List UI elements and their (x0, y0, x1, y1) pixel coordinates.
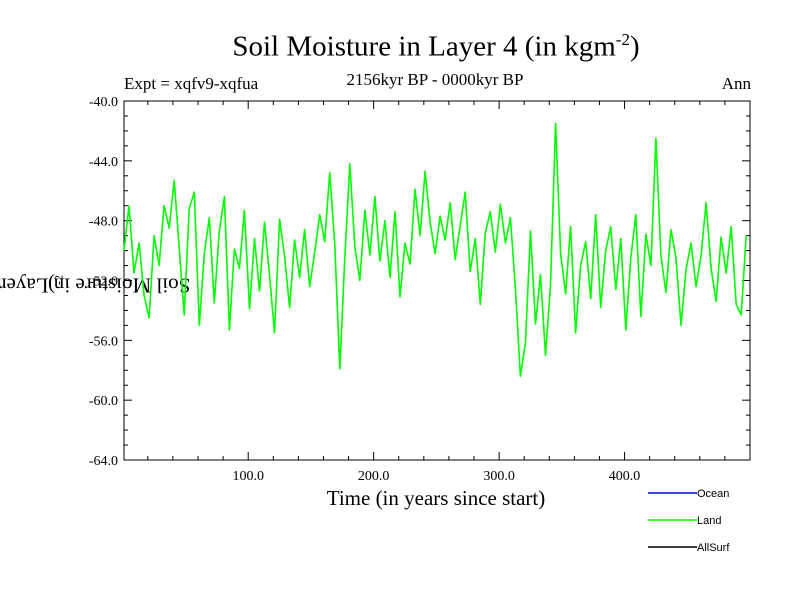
y-tick-label: -44.0 (89, 155, 118, 170)
x-axis-label: Time (in years since start) (326, 486, 546, 510)
chart-title-main: Soil Moisture in Layer 4 (in kgm (232, 30, 616, 63)
legend-label-land: Land (697, 515, 721, 527)
experiment-label: Expt = xqfv9-xqfua (124, 74, 259, 93)
y-tick-label: -60.0 (89, 394, 118, 409)
y-tick-label: -56.0 (89, 334, 118, 349)
x-tick-label: 300.0 (483, 469, 515, 484)
legend-label-allsurf: AllSurf (697, 542, 730, 554)
x-tick-label: 400.0 (609, 469, 641, 484)
chart-title: Soil Moisture in Layer 4 (in kgm-2) (0, 30, 800, 64)
x-tick-label: 100.0 (232, 469, 264, 484)
season-label: Ann (721, 74, 751, 93)
series-line-land (123, 122, 747, 378)
chart-title-close: ) (629, 30, 640, 63)
y-tick-label: -40.0 (89, 95, 118, 110)
chart-subtitle: 2156kyr BP - 0000kyr BP (346, 70, 524, 89)
x-tick-label: 200.0 (358, 469, 390, 484)
y-tick-label: -64.0 (89, 454, 118, 469)
chart-title-exponent: -2 (615, 30, 630, 49)
y-tick-label: -48.0 (89, 215, 118, 230)
y-tick-label: -52.0 (89, 275, 118, 290)
legend-label-ocean: Ocean (697, 488, 729, 500)
